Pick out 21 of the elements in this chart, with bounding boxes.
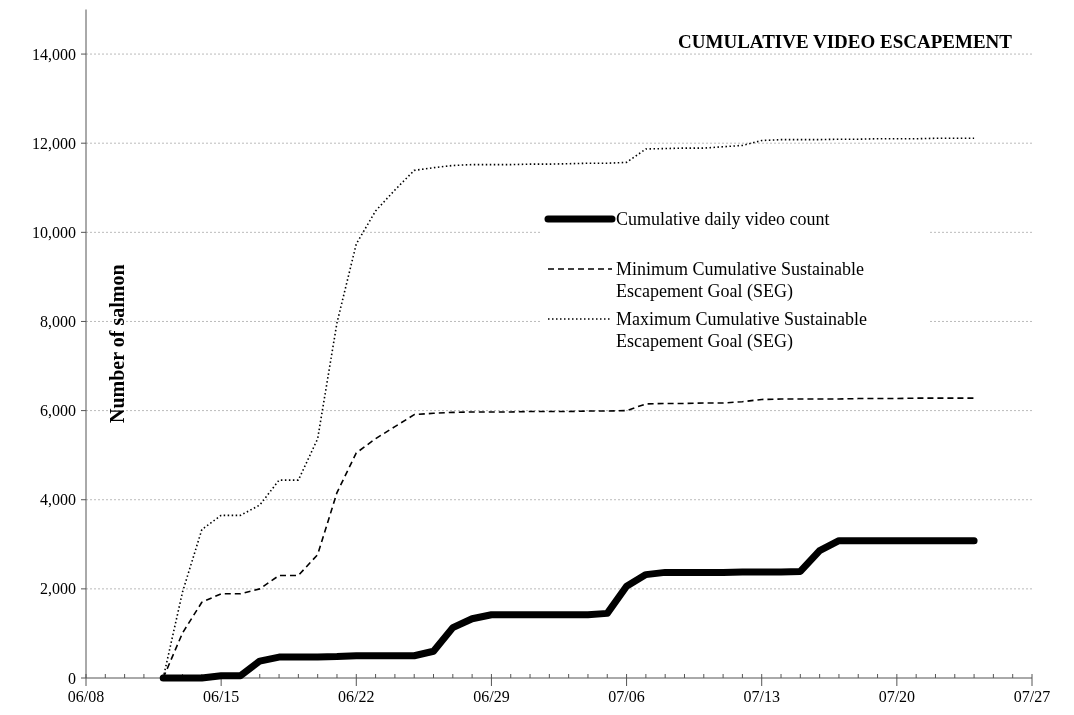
- x-tick-label: 07/20: [878, 688, 916, 705]
- x-tick-label: 06/15: [202, 688, 240, 705]
- legend-label: Minimum Cumulative Sustainable Escapement Goal (SEG): [616, 259, 864, 302]
- x-tick-label: 07/06: [608, 688, 645, 705]
- y-tick-label: 4,000: [40, 491, 76, 509]
- y-tick-label: 6,000: [40, 402, 76, 420]
- y-tick-label: 12,000: [32, 134, 76, 152]
- x-tick-label: 07/13: [743, 688, 780, 705]
- x-tick-label: 07/27: [1013, 688, 1051, 705]
- y-tick-label: 10,000: [32, 223, 76, 241]
- x-tick-label: 06/29: [473, 688, 510, 705]
- y-axis-title: Number of salmon: [106, 264, 128, 424]
- y-tick-label: 2,000: [40, 580, 76, 598]
- legend-label: Cumulative daily video count: [616, 209, 830, 229]
- x-tick-label: 06/08: [67, 688, 105, 705]
- y-tick-label: 8,000: [40, 313, 76, 331]
- legend-label: Maximum Cumulative Sustainable Escapement Goal (SEG): [616, 309, 867, 352]
- y-tick-label: 0: [68, 669, 76, 687]
- y-tick-label: 14,000: [32, 45, 76, 63]
- x-tick-label: 06/22: [338, 688, 375, 705]
- text: CUMULATIVE VIDEO ESCAPEMENT: [678, 31, 1013, 52]
